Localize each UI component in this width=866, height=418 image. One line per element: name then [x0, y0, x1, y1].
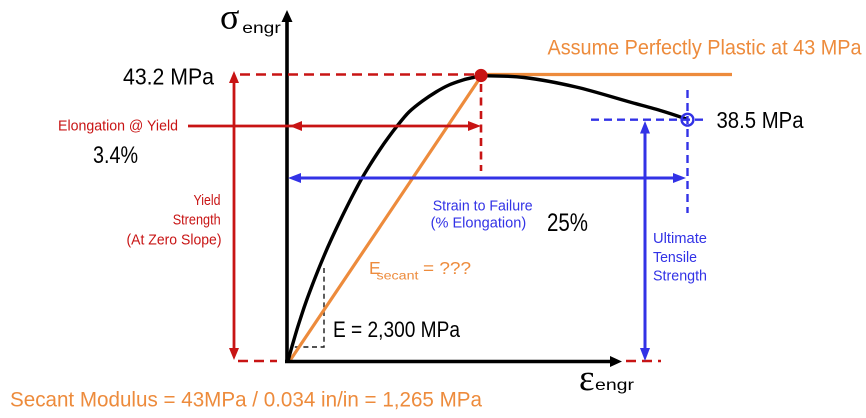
svg-text:Yield: Yield: [194, 192, 221, 209]
svg-text:secant: secant: [377, 271, 420, 283]
svg-text:Ultimate: Ultimate: [653, 230, 707, 247]
svg-text:Secant Modulus = 43MPa / 0.034: Secant Modulus = 43MPa / 0.034 in/in = 1…: [10, 388, 482, 411]
svg-text:25%: 25%: [547, 209, 588, 237]
svg-text:Tensile: Tensile: [653, 249, 697, 266]
svg-text:E: E: [369, 258, 381, 278]
svg-text:Elongation @ Yield: Elongation @ Yield: [58, 118, 178, 135]
svg-text:= ???: = ???: [423, 258, 471, 278]
svg-text:43.2 MPa: 43.2 MPa: [123, 64, 214, 90]
svg-text:Strength: Strength: [173, 212, 221, 229]
svg-text:ε: ε: [579, 358, 595, 399]
svg-text:engr: engr: [242, 20, 281, 37]
svg-text:(% Elongation): (% Elongation): [431, 215, 527, 232]
svg-text:E = 2,300 MPa: E = 2,300 MPa: [333, 317, 461, 342]
svg-text:engr: engr: [595, 377, 635, 394]
svg-text:Assume Perfectly Plastic at 43: Assume Perfectly Plastic at 43 MPa: [548, 37, 862, 60]
svg-text:Strain to Failure: Strain to Failure: [433, 198, 533, 215]
svg-text:σ: σ: [220, 0, 239, 37]
svg-text:(At Zero Slope): (At Zero Slope): [127, 232, 222, 249]
svg-text:3.4%: 3.4%: [93, 142, 138, 169]
svg-text:Strength: Strength: [653, 268, 707, 285]
svg-text:38.5 MPa: 38.5 MPa: [717, 107, 804, 133]
